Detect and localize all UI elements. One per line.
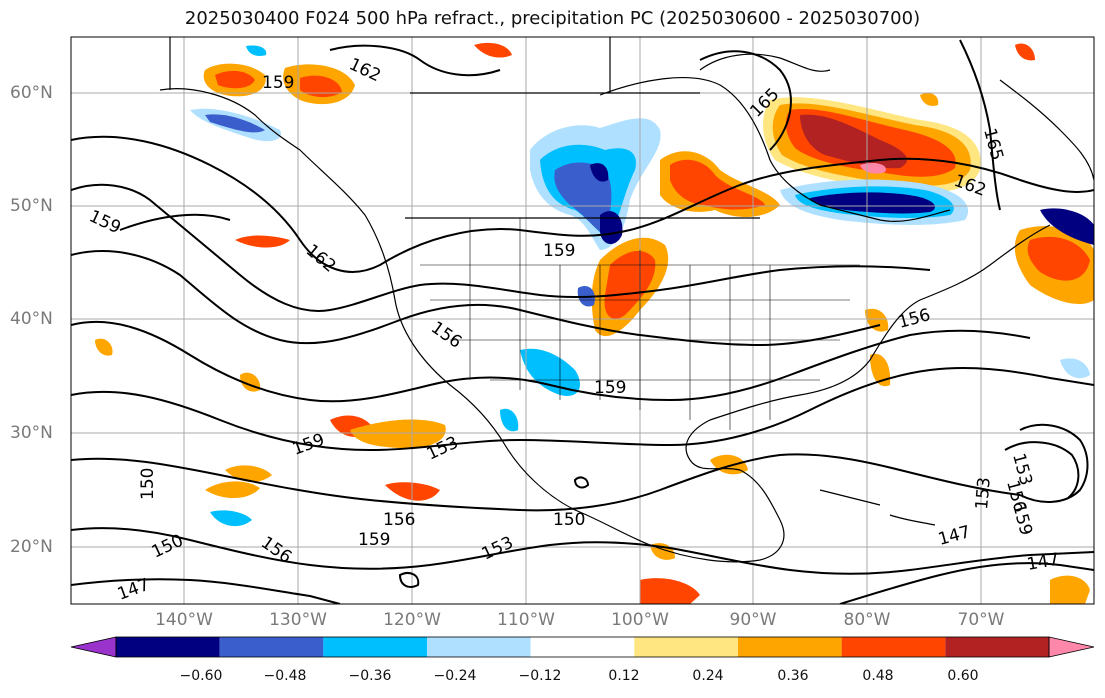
- colorbar-segment: [841, 637, 946, 657]
- lon-tick-label: 70°W: [957, 610, 1005, 630]
- map-title: 2025030400 F024 500 hPa refract., precip…: [184, 8, 921, 29]
- colorbar-label: 0.48: [862, 668, 894, 684]
- colorbar-border: [115, 636, 1050, 658]
- lat-tick-label: 60°N: [10, 83, 53, 103]
- lon-tick-label: 110°W: [497, 610, 555, 630]
- colorbar-segment: [219, 637, 324, 657]
- lat-tick-label: 50°N: [10, 196, 53, 216]
- refractivity-contours: [71, 39, 1094, 604]
- map-frame: [70, 36, 1095, 605]
- colorbar-label: −0.60: [179, 668, 223, 684]
- colorbar-label: −0.48: [263, 668, 307, 684]
- colorbar-label: 0.12: [608, 668, 640, 684]
- contour-label: 159: [358, 530, 390, 550]
- lat-tick-label: 20°N: [10, 537, 53, 557]
- colorbar-label: 0.24: [692, 668, 724, 684]
- precip-shading: [95, 42, 1094, 604]
- lat-tick-label: 40°N: [10, 309, 53, 329]
- lon-tick-label: 90°W: [729, 610, 777, 630]
- lon-tick-label: 130°W: [269, 610, 327, 630]
- colorbar-extend-max: [1048, 636, 1095, 658]
- contour-labels: 162 159 165 165 162 159 162 159 156 156 …: [86, 54, 1061, 604]
- colorbar-segment: [738, 637, 842, 657]
- colorbar-label: −0.12: [518, 668, 562, 684]
- lon-tick-label: 120°W: [383, 610, 441, 630]
- colorbar-label: −0.24: [433, 668, 477, 684]
- colorbar-label: 0.60: [947, 668, 979, 684]
- contour-label: 159: [594, 378, 626, 398]
- contour-label: 153: [972, 476, 995, 510]
- contour-label: 159: [262, 73, 294, 93]
- colorbar-segment: [634, 637, 738, 657]
- colorbar-segment: [427, 637, 531, 657]
- contour-label: 150: [138, 468, 158, 500]
- colorbar-segment: [945, 637, 1049, 657]
- colorbar-label: −0.36: [348, 668, 392, 684]
- colorbar-segment: [530, 637, 635, 657]
- colorbar: [70, 636, 1095, 658]
- contour-label: 156: [383, 510, 415, 530]
- lon-tick-label: 80°W: [843, 610, 891, 630]
- colorbar-segment: [116, 637, 220, 657]
- contour-label: 150: [553, 510, 585, 530]
- colorbar-label: 0.36: [777, 668, 809, 684]
- colorbar-extend-min: [70, 636, 117, 658]
- lon-tick-label: 140°W: [155, 610, 213, 630]
- state-borders: [420, 218, 860, 430]
- lon-tick-label: 100°W: [611, 610, 669, 630]
- contour-label: 159: [543, 241, 575, 261]
- lat-tick-label: 30°N: [10, 423, 53, 443]
- colorbar-segment: [323, 637, 427, 657]
